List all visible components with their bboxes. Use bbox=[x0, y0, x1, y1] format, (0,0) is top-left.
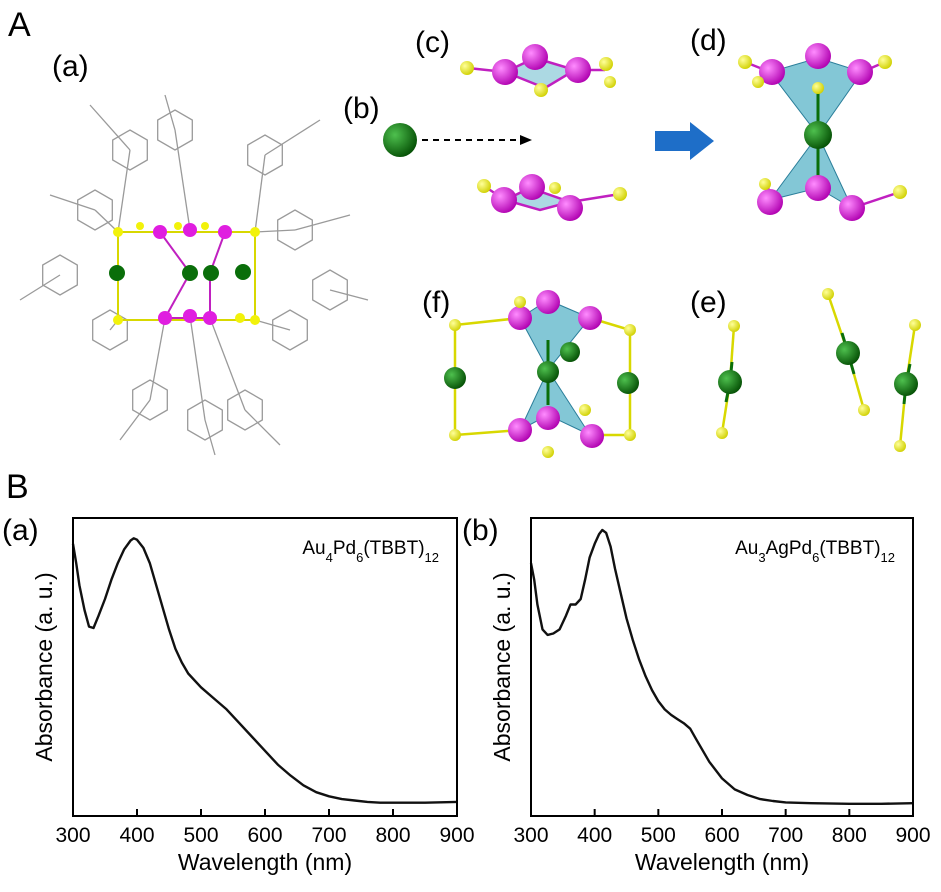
subpanel-d-label: (d) bbox=[690, 24, 727, 57]
pd3-ring-bottom bbox=[477, 174, 627, 221]
series-legend: Au4Pd6(TBBT)12 bbox=[302, 538, 439, 565]
y-axis-label: Absorbance (a. u.) bbox=[31, 572, 57, 761]
subpanel-f-label: (f) bbox=[422, 286, 450, 319]
x-tick-label: 900 bbox=[895, 824, 930, 847]
subpanel-b-label: (b) bbox=[343, 92, 380, 125]
bipyramid-sandwich bbox=[738, 43, 907, 221]
x-tick-label: 700 bbox=[768, 824, 803, 847]
plot-frame bbox=[72, 517, 458, 817]
assembled-core bbox=[444, 290, 639, 458]
x-tick-label: 400 bbox=[577, 824, 612, 847]
chart-panel-label: (b) bbox=[462, 514, 499, 547]
x-tick-label: 800 bbox=[375, 824, 410, 847]
series-legend: Au3AgPd6(TBBT)12 bbox=[735, 538, 895, 565]
chart-panel-label: (a) bbox=[2, 514, 39, 547]
panel-a-label: A bbox=[8, 6, 31, 44]
x-tick-label: 300 bbox=[55, 824, 90, 847]
x-tick-label: 300 bbox=[513, 824, 548, 847]
subpanel-c-label: (c) bbox=[415, 26, 450, 59]
absorbance-curve bbox=[529, 528, 914, 805]
metal-atoms-green bbox=[109, 264, 251, 281]
x-tick-label: 400 bbox=[119, 824, 154, 847]
incoming-metal-atom bbox=[383, 123, 532, 157]
absorbance-curve bbox=[71, 537, 458, 804]
x-tick-label: 600 bbox=[704, 824, 739, 847]
pd3-ring-top bbox=[460, 44, 616, 97]
linear-sms-units bbox=[716, 288, 921, 452]
absorbance-chart-b: (b) 300 400 500 600 700 800 900 Wavelength (nm) A… bbox=[462, 514, 931, 875]
s-atoms-yellow bbox=[113, 222, 260, 325]
full-structure-model bbox=[19, 94, 369, 456]
subpanel-e-label: (e) bbox=[690, 286, 727, 319]
x-tick-label: 800 bbox=[832, 824, 867, 847]
x-tick-label: 700 bbox=[311, 824, 346, 847]
x-tick-label: 500 bbox=[641, 824, 676, 847]
x-axis-label: Wavelength (nm) bbox=[635, 849, 809, 875]
x-tick-label: 500 bbox=[183, 824, 218, 847]
transformation-arrow bbox=[655, 122, 714, 160]
x-tick-label: 600 bbox=[247, 824, 282, 847]
x-tick-label: 900 bbox=[439, 824, 474, 847]
panel-b-label: B bbox=[6, 468, 29, 506]
subpanel-a-label: (a) bbox=[52, 50, 89, 83]
pd-atoms-magenta bbox=[153, 223, 232, 325]
y-axis-label: Absorbance (a. u.) bbox=[489, 572, 515, 761]
x-axis-label: Wavelength (nm) bbox=[178, 849, 352, 875]
absorbance-chart-a: (a) 300 400 500 600 700 800 900 Wavelength (nm) A… bbox=[2, 514, 475, 875]
